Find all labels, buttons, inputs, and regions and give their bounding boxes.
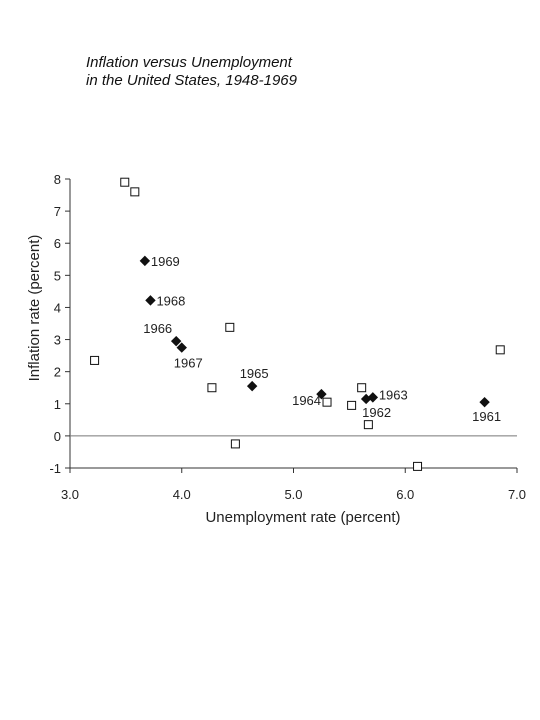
square-point [363,420,373,430]
square-point [225,322,235,332]
diamond-point [170,335,182,347]
square-point [322,397,332,407]
point-label: 1968 [156,293,185,308]
diamond-point [367,392,379,403]
axes: 3.0 4.0 5.0 6.0 7.0 -1 0 1 2 3 4 5 6 7 8 [49,172,526,502]
point-label: 1969 [151,254,180,269]
diamond-point [479,396,490,408]
diamond-point [246,380,258,392]
x-tick-label: 6.0 [396,487,414,502]
square-point [90,355,100,365]
square-point [357,383,367,393]
y-tick-label: 7 [54,204,61,219]
x-tick-label: 5.0 [284,487,302,502]
point-label: 1967 [174,356,203,371]
y-tick-label: 6 [54,236,61,251]
x-tick-label: 4.0 [173,487,191,502]
y-tick-label: 5 [54,268,61,283]
x-tick-label: 7.0 [508,487,526,502]
y-tick-label: 4 [54,300,61,315]
point-label: 1965 [240,366,269,381]
square-point [347,400,357,410]
square-point [120,177,130,187]
point-label: 1962 [362,405,391,420]
diamond-point [145,295,156,306]
x-axis-label: Unemployment rate (percent) [205,509,400,526]
point-label: 1963 [379,387,408,402]
chart-title-line-2: in the United States, 1948-1969 [86,72,297,89]
diamond-point [316,388,327,400]
square-point [207,383,217,393]
point-label: 1966 [143,321,172,336]
point-label: 1964 [292,393,321,408]
diamond-point [176,342,187,353]
diamond-point [139,255,151,267]
y-axis-label: Inflation rate (percent) [26,235,43,382]
y-tick-label: 3 [54,333,61,348]
y-tick-label: 1 [54,397,61,412]
chart-title-line-1: Inflation versus Unemployment [86,54,292,71]
square-point [413,461,423,471]
y-tick-label: 8 [54,172,61,187]
square-point [230,439,240,449]
y-tick-label: 0 [54,429,61,444]
square-point [130,187,140,197]
point-label: 1961 [472,409,501,424]
chart-title: Inflation versus Unemployment in the Uni… [86,54,297,90]
y-tick-label: 2 [54,365,61,380]
x-tick-label: 3.0 [61,487,79,502]
y-tick-label: -1 [49,461,61,476]
data-points: 1969 1968 1966 1967 1965 1962 1963 1961 1964 [90,177,505,471]
square-point [495,345,505,355]
